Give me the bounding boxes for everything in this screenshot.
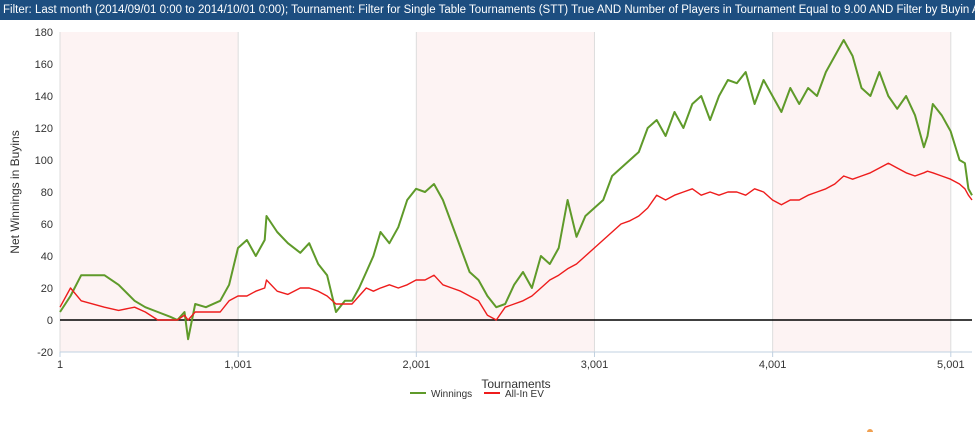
plot-band bbox=[416, 32, 595, 352]
y-tick-label: 60 bbox=[41, 219, 53, 231]
legend[interactable]: Winnings All-In EV bbox=[410, 389, 544, 400]
y-tick-label: 80 bbox=[41, 187, 53, 199]
y-tick-label: 100 bbox=[35, 155, 53, 167]
y-axis-title: Net Winnings in Buyins bbox=[8, 130, 22, 253]
x-tick-label: 1 bbox=[57, 359, 63, 371]
filter-bar: Filter: Last month (2014/09/01 0:00 to 2… bbox=[0, 0, 975, 20]
filter-label: Filter: bbox=[3, 4, 32, 16]
chart-area: 1 1,001 2,001 3,001 4,001 5,001 -20 0 20 40 60 80 1… bbox=[0, 20, 975, 435]
y-tick-label: 160 bbox=[35, 59, 53, 71]
x-axis-title: Tournaments bbox=[481, 377, 550, 391]
legend-item[interactable]: Winnings bbox=[410, 389, 472, 400]
y-tick-label: 180 bbox=[35, 27, 53, 39]
legend-label: Winnings bbox=[431, 389, 472, 400]
line-chart: 1 1,001 2,001 3,001 4,001 5,001 -20 0 20 40 60 80 1… bbox=[8, 27, 973, 435]
y-tick-label: -20 bbox=[37, 347, 53, 359]
y-tick-label: 40 bbox=[41, 251, 53, 263]
allin-ev-line bbox=[59, 162, 973, 321]
y-tick-label: 120 bbox=[35, 123, 53, 135]
x-axis: 1 1,001 2,001 3,001 4,001 5,001 bbox=[57, 351, 972, 371]
y-tick-label: 0 bbox=[47, 315, 53, 327]
x-tick-label: 3,001 bbox=[581, 359, 609, 371]
legend-label: All-In EV bbox=[505, 389, 544, 400]
plot-band bbox=[772, 32, 951, 352]
winnings-line bbox=[59, 39, 973, 341]
x-tick-label: 5,001 bbox=[937, 359, 965, 371]
series-layer bbox=[59, 39, 973, 341]
x-tick-label: 1,001 bbox=[224, 359, 252, 371]
y-tick-label: 20 bbox=[41, 283, 53, 295]
grid-lines bbox=[59, 32, 952, 352]
x-tick-label: 4,001 bbox=[759, 359, 787, 371]
legend-item[interactable]: All-In EV bbox=[484, 389, 544, 400]
filter-text: Last month (2014/09/01 0:00 to 2014/10/0… bbox=[34, 4, 975, 16]
plot-band bbox=[60, 32, 239, 352]
y-tick-label: 140 bbox=[35, 91, 53, 103]
y-axis: -20 0 20 40 60 80 100 120 140 160 180 bbox=[35, 27, 53, 359]
plot-bands bbox=[60, 32, 951, 352]
x-tick-label: 2,001 bbox=[403, 359, 431, 371]
